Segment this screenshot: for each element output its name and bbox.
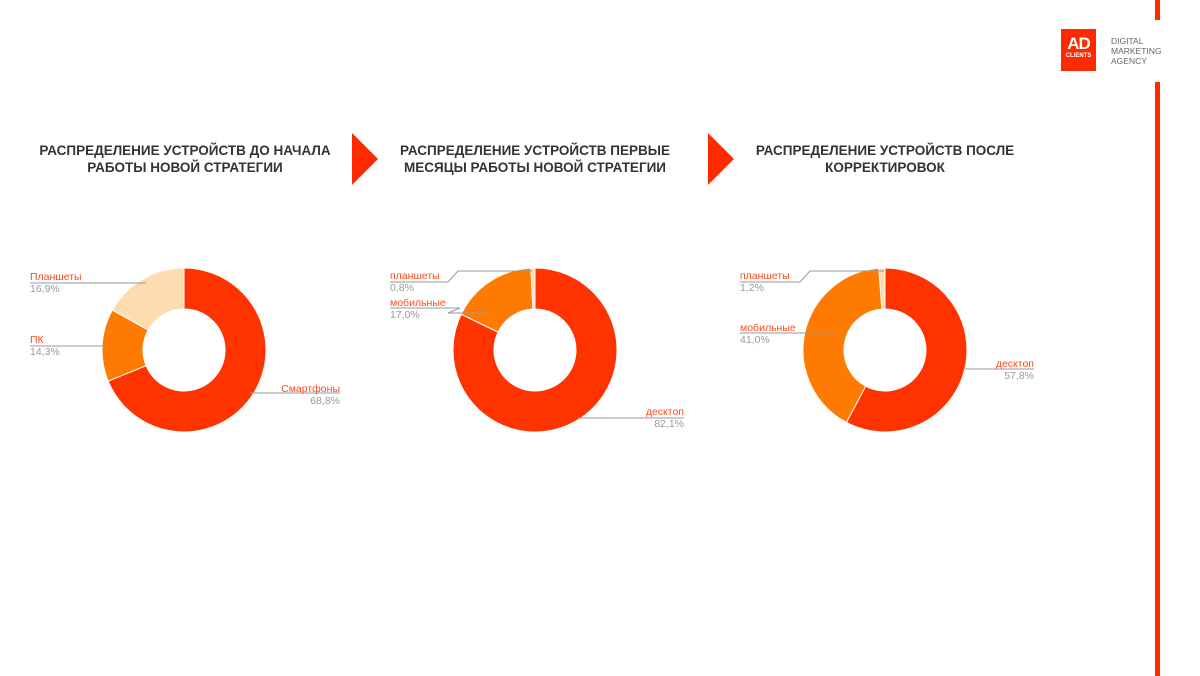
label-slice-smartphones-1: Смартфоны 68,8% bbox=[281, 383, 340, 407]
logo-line: DIGITAL bbox=[1111, 36, 1144, 46]
leader-line bbox=[390, 307, 492, 314]
donut-slice bbox=[845, 267, 968, 433]
label-slice-pc-1: ПК 14,3% bbox=[30, 334, 60, 358]
logo-line: AGENCY bbox=[1111, 56, 1147, 66]
arrow-icon bbox=[708, 133, 734, 185]
donut-slice bbox=[107, 267, 267, 433]
leader-line bbox=[390, 270, 532, 283]
label-slice-tablets-3: планшеты 1,2% bbox=[740, 270, 790, 294]
logo-line: MARKETING bbox=[1111, 46, 1162, 56]
chart-title-1: РАСПРЕДЕЛЕНИЕ УСТРОЙСТВ ДО НАЧАЛА РАБОТЫ… bbox=[39, 143, 331, 175]
donut-slice bbox=[530, 267, 536, 310]
arrow-icon bbox=[352, 133, 378, 185]
label-slice-tablets-2: планшеты 0,8% bbox=[390, 270, 440, 294]
accent-bar-top bbox=[1155, 0, 1160, 20]
donut-slice bbox=[111, 267, 185, 331]
logo-text: DIGITAL MARKETING AGENCY bbox=[1111, 36, 1162, 66]
chart-title-3: РАСПРЕДЕЛЕНИЕ УСТРОЙСТВ ПОСЛЕ КОРРЕКТИРО… bbox=[755, 143, 1015, 175]
label-slice-tablets-1: Планшеты 16,9% bbox=[30, 271, 82, 295]
label-slice-mobile-3: мобильные 41,0% bbox=[740, 322, 796, 346]
chart-title-2: РАСПРЕДЕЛЕНИЕ УСТРОЙСТВ ПЕРВЫЕ МЕСЯЦЫ РА… bbox=[400, 143, 670, 175]
donut-slice bbox=[878, 267, 886, 310]
donut-slice bbox=[452, 267, 618, 433]
logo-mark-sub: CLIENTS bbox=[1065, 53, 1092, 59]
label-slice-desktop-3: десктоп 57,8% bbox=[995, 358, 1034, 382]
label-slice-desktop-2: десктоп 82,1% bbox=[645, 406, 684, 430]
logo: AD CLIENTS bbox=[1061, 29, 1096, 71]
leader-line bbox=[740, 270, 884, 283]
label-slice-mobile-2: мобильные 17,0% bbox=[390, 297, 446, 321]
logo-mark: AD bbox=[1067, 34, 1091, 53]
accent-bar bbox=[1155, 82, 1160, 676]
